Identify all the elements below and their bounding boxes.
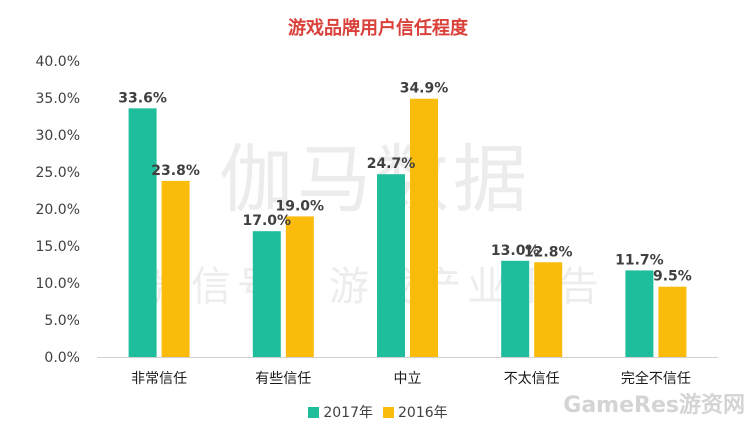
bar-series2 — [534, 262, 563, 357]
data-labels: 33.6% 23.8% 17.0%19.0% 24.7% 34.9% 13.0%12.8%… — [118, 81, 692, 285]
bars — [128, 98, 687, 358]
watermark: 伽马数据 微信号：游戏产业报告 GameRes游资网 — [145, 137, 745, 418]
data-label: 9.5% — [653, 269, 692, 285]
legend-label: 2016年 — [398, 405, 448, 421]
data-label: 12.8% — [524, 244, 573, 260]
legend-item: 2017年 — [308, 402, 373, 422]
data-label: 33.6% — [118, 90, 167, 106]
y-tick-label: 30.0% — [36, 128, 80, 144]
watermark-main: 伽马数据 — [219, 137, 531, 223]
data-label: 13.0% — [491, 243, 540, 259]
category-label: 中立 — [394, 371, 422, 387]
y-tick-label: 0.0% — [44, 350, 80, 366]
bar-series1 — [128, 108, 157, 357]
legend-swatch — [308, 406, 320, 418]
y-tick-label: 35.0% — [36, 91, 80, 107]
category-label: 不太信任 — [504, 371, 560, 387]
data-label: 19.0% — [276, 198, 325, 214]
y-axis: 0.0% 5.0% 10.0% 15.0% 20.0% 25.0% 30.0% 35.0% 40… — [36, 54, 80, 366]
watermark-corner: GameRes游资网 — [563, 392, 745, 418]
bar-series1 — [625, 270, 654, 357]
data-label: 11.7% — [615, 252, 664, 268]
legend-label: 2017年 — [323, 405, 373, 421]
bar-series1 — [377, 174, 405, 357]
data-label: 24.7% — [367, 156, 416, 172]
bar-series2 — [658, 286, 687, 357]
category-label: 非常信任 — [131, 371, 187, 387]
legend: 2017年 2016年 — [0, 402, 756, 422]
data-label: 17.0% — [243, 213, 292, 229]
bar-series2 — [285, 216, 314, 357]
chart-title: 游戏品牌用户信任程度 — [288, 18, 468, 39]
bar-series1 — [501, 260, 530, 357]
y-tick-label: 15.0% — [36, 239, 80, 255]
data-label: 34.9% — [400, 81, 449, 97]
category-label: 有些信任 — [255, 371, 311, 387]
y-tick-label: 25.0% — [36, 165, 80, 181]
y-tick-label: 10.0% — [36, 276, 80, 292]
legend-item: 2016年 — [383, 402, 448, 422]
bar-series1 — [252, 231, 281, 357]
y-tick-label: 20.0% — [36, 202, 80, 218]
legend-swatch — [383, 406, 394, 418]
data-label: 23.8% — [151, 163, 200, 179]
bar-series2 — [161, 180, 190, 357]
y-tick-label: 5.0% — [44, 313, 80, 329]
x-axis: 非常信任 有些信任 中立 不太信任 完全不信任 — [131, 370, 691, 387]
bar-series2 — [410, 98, 438, 358]
y-tick-label: 40.0% — [36, 54, 80, 70]
category-label: 完全不信任 — [621, 370, 691, 387]
